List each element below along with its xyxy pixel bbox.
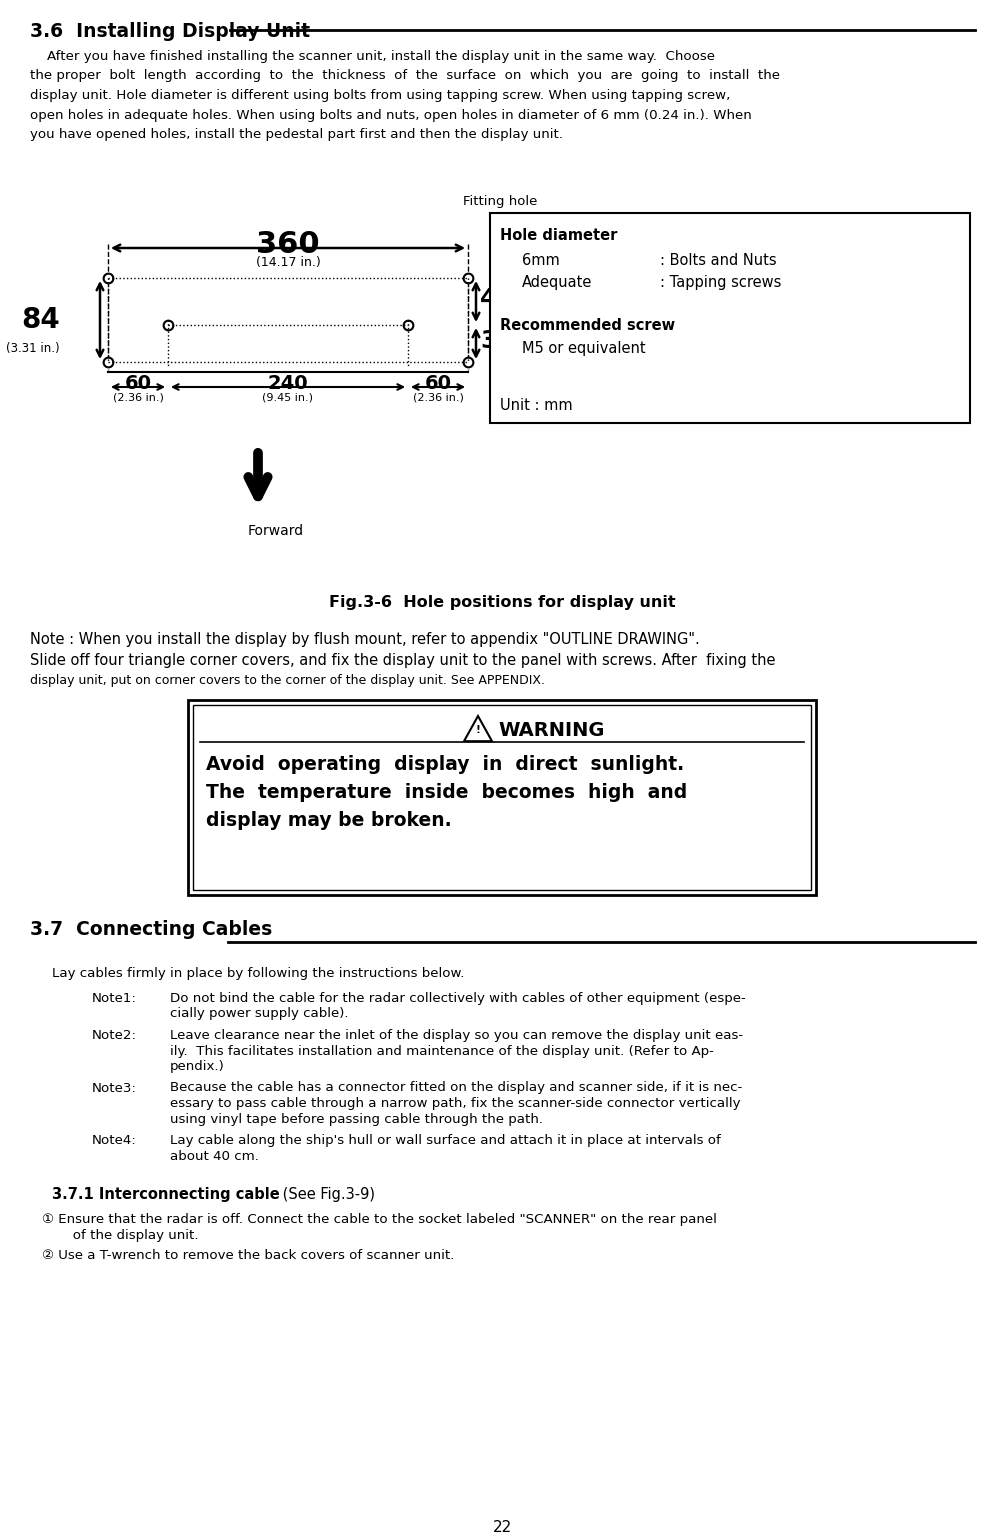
Text: 6mm: 6mm (522, 253, 560, 267)
Text: Fitting hole: Fitting hole (463, 195, 538, 207)
Text: Note2:: Note2: (92, 1029, 137, 1041)
Text: Forward: Forward (248, 524, 305, 538)
Text: (14.17 in.): (14.17 in.) (255, 257, 321, 269)
Text: Leave clearance near the inlet of the display so you can remove the display unit: Leave clearance near the inlet of the di… (170, 1029, 743, 1041)
Text: Note4:: Note4: (92, 1134, 137, 1147)
Text: M5 or equivalent: M5 or equivalent (522, 341, 645, 356)
Text: you have opened holes, install the pedestal part first and then the display unit: you have opened holes, install the pedes… (30, 127, 563, 141)
Text: open holes in adequate holes. When using bolts and nuts, open holes in diameter : open holes in adequate holes. When using… (30, 109, 752, 121)
Text: Avoid  operating  display  in  direct  sunlight.: Avoid operating display in direct sunlig… (206, 756, 684, 774)
Text: 60: 60 (125, 373, 152, 393)
Text: about 40 cm.: about 40 cm. (170, 1149, 259, 1163)
Polygon shape (464, 716, 492, 742)
Text: essary to pass cable through a narrow path, fix the scanner-side connector verti: essary to pass cable through a narrow pa… (170, 1097, 741, 1111)
Text: Fig.3-6  Hole positions for display unit: Fig.3-6 Hole positions for display unit (329, 594, 675, 610)
Text: : Bolts and Nuts: : Bolts and Nuts (660, 253, 777, 267)
Text: display unit, put on corner covers to the corner of the display unit. See APPEND: display unit, put on corner covers to th… (30, 674, 545, 687)
Text: 47: 47 (480, 287, 515, 312)
Bar (490, 214, 970, 422)
Text: 22: 22 (492, 1521, 512, 1534)
Text: 3.6  Installing Display Unit: 3.6 Installing Display Unit (30, 22, 310, 41)
Text: 360: 360 (256, 230, 320, 260)
Text: cially power supply cable).: cially power supply cable). (170, 1008, 349, 1020)
Text: display may be broken.: display may be broken. (206, 811, 451, 829)
Text: Adequate: Adequate (522, 275, 592, 290)
Text: 37: 37 (480, 330, 515, 353)
Text: (2.36 in.): (2.36 in.) (113, 392, 164, 402)
Text: : Tapping screws: : Tapping screws (660, 275, 781, 290)
Bar (193, 705, 811, 889)
Text: Unit : mm: Unit : mm (500, 398, 573, 413)
Text: Because the cable has a connector fitted on the display and scanner side, if it : Because the cable has a connector fitted… (170, 1081, 743, 1095)
Text: (1.85 in.): (1.85 in.) (513, 298, 567, 310)
Text: !: ! (475, 725, 480, 736)
Text: of the display unit.: of the display unit. (60, 1229, 199, 1241)
Text: (2.36 in.): (2.36 in.) (413, 392, 463, 402)
Bar (188, 700, 816, 895)
Text: 84: 84 (21, 306, 60, 333)
Text: Note : When you install the display by flush mount, refer to appendix "OUTLINE D: Note : When you install the display by f… (30, 631, 699, 647)
Text: Lay cable along the ship's hull or wall surface and attach it in place at interv: Lay cable along the ship's hull or wall … (170, 1134, 721, 1147)
Text: the proper  bolt  length  according  to  the  thickness  of  the  surface  on  w: the proper bolt length according to the … (30, 69, 780, 83)
Text: Recommended screw: Recommended screw (500, 318, 675, 333)
Text: Hole diameter: Hole diameter (500, 227, 617, 243)
Text: The  temperature  inside  becomes  high  and: The temperature inside becomes high and (206, 783, 687, 802)
Text: (9.45 in.): (9.45 in.) (262, 392, 314, 402)
Text: Lay cables firmly in place by following the instructions below.: Lay cables firmly in place by following … (52, 968, 464, 980)
Text: 60: 60 (424, 373, 451, 393)
Text: (See Fig.3-9): (See Fig.3-9) (278, 1187, 375, 1203)
Text: Note1:: Note1: (92, 992, 137, 1005)
Text: pendix.): pendix.) (170, 1060, 225, 1074)
Text: ily.  This facilitates installation and maintenance of the display unit. (Refer : ily. This facilitates installation and m… (170, 1044, 714, 1057)
Text: 240: 240 (267, 373, 309, 393)
Text: 3.7.1 Interconnecting cable: 3.7.1 Interconnecting cable (52, 1187, 279, 1203)
Text: After you have finished installing the scanner unit, install the display unit in: After you have finished installing the s… (30, 51, 715, 63)
Text: (1.46 in.): (1.46 in.) (513, 339, 567, 353)
Text: 3.7  Connecting Cables: 3.7 Connecting Cables (30, 920, 272, 938)
Text: Do not bind the cable for the radar collectively with cables of other equipment : Do not bind the cable for the radar coll… (170, 992, 746, 1005)
Text: ② Use a T-wrench to remove the back covers of scanner unit.: ② Use a T-wrench to remove the back cove… (42, 1249, 454, 1263)
Text: ① Ensure that the radar is off. Connect the cable to the socket labeled "SCANNER: ① Ensure that the radar is off. Connect … (42, 1213, 717, 1226)
Text: display unit. Hole diameter is different using bolts from using tapping screw. W: display unit. Hole diameter is different… (30, 89, 731, 101)
Text: Note3:: Note3: (92, 1081, 137, 1095)
Text: WARNING: WARNING (498, 720, 604, 739)
Text: using vinyl tape before passing cable through the path.: using vinyl tape before passing cable th… (170, 1112, 543, 1126)
Text: Slide off four triangle corner covers, and fix the display unit to the panel wit: Slide off four triangle corner covers, a… (30, 653, 776, 668)
Text: (3.31 in.): (3.31 in.) (6, 343, 60, 355)
